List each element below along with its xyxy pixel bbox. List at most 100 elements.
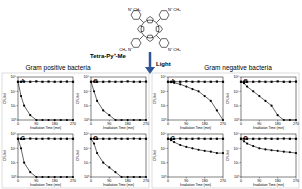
y-tick — [167, 77, 169, 78]
marker — [133, 137, 135, 139]
y-tick — [240, 120, 242, 121]
marker — [179, 144, 181, 146]
y-tick — [240, 105, 242, 106]
marker — [93, 142, 95, 144]
x-tick-label: 0 — [17, 122, 19, 126]
x-tick-label: 0 — [240, 179, 242, 183]
y-tick — [90, 77, 92, 78]
data-group — [167, 137, 224, 154]
y-tick-label: 10⁶ — [84, 147, 90, 151]
y-tick-label: 10⁰ — [84, 117, 90, 122]
marker — [23, 138, 25, 140]
y-tick — [17, 134, 19, 135]
series-line — [18, 82, 73, 120]
marker — [41, 81, 43, 83]
x-tick-label: 0 — [90, 179, 92, 183]
marker — [66, 138, 68, 140]
marker — [167, 138, 169, 140]
marker — [252, 81, 254, 83]
marker — [90, 81, 92, 83]
marker — [17, 138, 19, 140]
x-tick-label: 0 — [167, 179, 169, 183]
marker — [114, 137, 116, 139]
marker — [264, 137, 266, 139]
marker — [47, 119, 49, 121]
marker — [283, 81, 285, 83]
y-tick-label: 10³ — [11, 161, 17, 165]
marker — [167, 81, 169, 83]
marker — [222, 138, 224, 140]
y-tick-label: 10⁹ — [83, 132, 89, 136]
marker — [270, 81, 272, 83]
y-tick — [240, 148, 242, 149]
marker — [258, 95, 260, 97]
group-frame — [152, 73, 299, 188]
series-line — [18, 81, 73, 82]
marker — [145, 119, 147, 121]
marker — [283, 151, 285, 153]
y-axis-label: CFU/ml — [153, 93, 157, 104]
marker — [66, 176, 68, 178]
marker — [23, 80, 25, 82]
marker — [243, 140, 245, 142]
marker — [246, 142, 248, 144]
y-tick-label: 10⁹ — [10, 132, 16, 136]
marker — [270, 138, 272, 140]
nitrogen-label: N⁺ — [168, 7, 173, 12]
panel: 09018027010⁰10³10⁶10⁹Irradiation Time (m… — [3, 75, 76, 130]
marker — [96, 100, 98, 102]
marker — [185, 138, 187, 140]
marker — [204, 95, 206, 97]
marker — [145, 138, 147, 140]
marker — [93, 80, 95, 82]
y-tick — [167, 162, 169, 163]
marker — [60, 119, 62, 121]
y-tick — [240, 134, 242, 135]
y-tick — [167, 120, 169, 121]
y-tick-label: 10⁰ — [161, 174, 167, 179]
y-tick-label: 10³ — [11, 104, 17, 108]
marker — [127, 119, 129, 121]
y-tick — [240, 162, 242, 163]
y-tick-label: 10⁶ — [234, 90, 240, 94]
marker — [277, 80, 279, 82]
marker — [72, 138, 74, 140]
marker — [277, 138, 279, 140]
marker — [120, 138, 122, 140]
pyridyl — [131, 11, 141, 20]
x-tick-label: 270 — [70, 179, 76, 183]
marker — [20, 138, 22, 140]
marker — [72, 119, 74, 121]
x-axis-label: Irradiation Time (min) — [30, 183, 61, 187]
x-tick-label: 0 — [90, 122, 92, 126]
y-tick-label: 10⁹ — [160, 132, 166, 136]
marker — [270, 149, 272, 151]
y-tick — [17, 91, 19, 92]
background — [0, 0, 302, 189]
marker — [35, 119, 37, 121]
y-tick — [90, 162, 92, 163]
marker — [173, 138, 175, 140]
y-tick — [17, 120, 19, 121]
marker — [295, 80, 297, 82]
pyridyl — [131, 39, 141, 48]
marker — [139, 138, 141, 140]
y-axis-label: CFU/ml — [76, 150, 80, 161]
marker — [289, 138, 291, 140]
marker — [29, 171, 31, 173]
y-tick-label: 10⁰ — [234, 117, 240, 122]
marker — [270, 105, 272, 107]
y-tick-label: 10⁹ — [83, 75, 89, 79]
marker — [246, 85, 248, 87]
marker — [197, 137, 199, 139]
y-tick-label: 10⁹ — [233, 132, 239, 136]
marker — [173, 141, 175, 143]
marker — [54, 81, 56, 83]
marker — [204, 138, 206, 140]
marker — [20, 147, 22, 149]
data-group — [240, 80, 297, 121]
marker — [167, 81, 169, 83]
y-axis-label: CFU/ml — [3, 93, 7, 104]
marker — [197, 80, 199, 82]
marker — [185, 146, 187, 148]
